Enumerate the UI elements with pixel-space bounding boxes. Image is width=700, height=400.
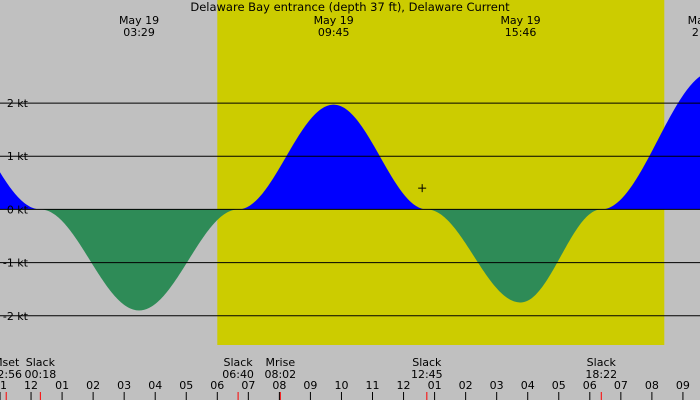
- hour-tick-label: 12: [397, 379, 411, 392]
- event-time-label: 18:22: [585, 368, 617, 381]
- event-time-label: 06:40: [222, 368, 254, 381]
- grid-lines: [0, 102, 700, 317]
- event-time-label: 22:56: [0, 368, 22, 381]
- peak-date-label: May 19: [119, 14, 159, 27]
- peak-date-label: May 19: [314, 14, 354, 27]
- event-time-label: 00:18: [25, 368, 57, 381]
- y-axis-labels: 2 kt 1 kt 0 kt -1 kt -2 kt: [3, 97, 29, 323]
- hour-tick-label: 01: [55, 379, 69, 392]
- hour-tick-label: 12: [24, 379, 38, 392]
- peak-time-label: 21:48: [692, 26, 700, 39]
- hour-tick-label: 01: [428, 379, 442, 392]
- hour-tick-label: 10: [334, 379, 348, 392]
- y-tick-label: -1 kt: [3, 257, 29, 270]
- peak-time-label: 03:29: [123, 26, 155, 39]
- hour-axis: 11 12 01 02 03 04 05 06 07 08 09 10 11 12 01 02 03 04 05 06…: [0, 379, 690, 400]
- hour-tick-label: 08: [272, 379, 286, 392]
- hour-tick-label: 03: [490, 379, 504, 392]
- peak-date-label: May 19: [500, 14, 540, 27]
- hour-tick-label: 05: [552, 379, 566, 392]
- y-tick-label: 1 kt: [7, 150, 29, 163]
- peak-date-label: May 19: [688, 14, 700, 27]
- hour-tick-label: 09: [303, 379, 317, 392]
- peak-time-label: 09:45: [318, 26, 350, 39]
- event-label: Mrise: [266, 356, 296, 369]
- hour-tick-label: 02: [459, 379, 473, 392]
- hour-tick-label: 06: [583, 379, 597, 392]
- hour-tick-label: 06: [210, 379, 224, 392]
- hour-tick-label: 03: [117, 379, 131, 392]
- current-time-marker: [418, 184, 427, 193]
- ebb-current-area: [0, 209, 700, 311]
- hour-tick-label: 08: [645, 379, 659, 392]
- hour-tick-label: 11: [366, 379, 380, 392]
- y-tick-label: 2 kt: [7, 97, 29, 110]
- hour-tick-label: 09: [676, 379, 690, 392]
- event-labels: Mset22:56Slack00:18Slack06:40Mrise08:02S…: [0, 356, 617, 400]
- event-label: Slack: [26, 356, 56, 369]
- event-label: Slack: [223, 356, 253, 369]
- event-label: Mset: [0, 356, 20, 369]
- chart-title: Delaware Bay entrance (depth 37 ft), Del…: [190, 0, 510, 14]
- hour-tick-label: 11: [0, 379, 7, 392]
- hour-tick-label: 07: [614, 379, 628, 392]
- event-label: Slack: [412, 356, 442, 369]
- event-time-label: 08:02: [264, 368, 296, 381]
- event-label: Slack: [587, 356, 617, 369]
- hour-tick-label: 05: [179, 379, 193, 392]
- hour-tick-label: 02: [86, 379, 100, 392]
- event-time-label: 12:45: [411, 368, 443, 381]
- peak-time-label: 15:46: [505, 26, 537, 39]
- hour-tick-label: 07: [241, 379, 255, 392]
- hour-tick-label: 04: [521, 379, 535, 392]
- y-tick-label: 0 kt: [7, 203, 29, 216]
- hour-tick-label: 04: [148, 379, 162, 392]
- y-tick-label: -2 kt: [3, 310, 29, 323]
- flood-current-area: [0, 76, 700, 210]
